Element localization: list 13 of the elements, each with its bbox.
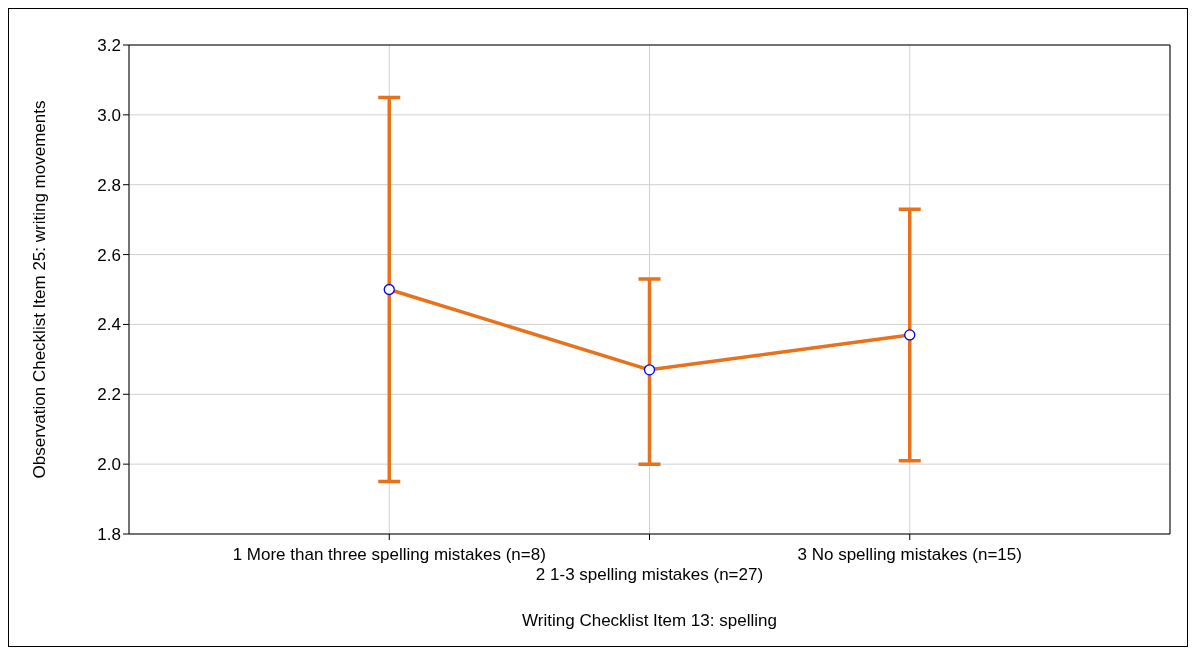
y-tick-label: 3.2 — [97, 36, 121, 56]
x-tick-label: 2 1-3 spelling mistakes (n=27) — [535, 565, 764, 584]
y-tick-label: 3.0 — [97, 105, 121, 125]
y-tick-label: 1.8 — [97, 525, 121, 545]
y-tick-label: 2.8 — [97, 175, 121, 195]
x-tick-label: 3 No spelling mistakes (n=15) — [797, 545, 1022, 564]
y-tick-label: 2.4 — [97, 315, 121, 335]
x-axis-title: Writing Checklist Item 13: spelling — [522, 611, 777, 630]
y-tick-label: 2.0 — [97, 455, 121, 475]
y-tick-label: 2.2 — [97, 385, 121, 405]
y-axis-title: Observation Checklist Item 25: writing movements — [30, 100, 50, 479]
x-tick-label: 1 More than three spelling mistakes (n=8) — [232, 545, 546, 564]
y-tick-label: 2.6 — [97, 245, 121, 265]
